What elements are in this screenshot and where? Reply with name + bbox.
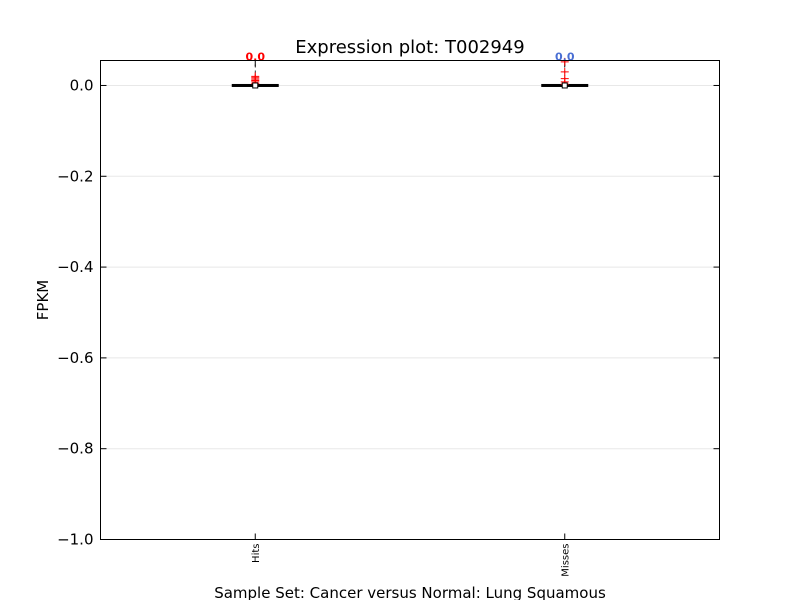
y-tick-label: −0.2 <box>57 167 93 185</box>
outlier-point <box>251 72 260 81</box>
y-tick-label: −0.6 <box>57 349 93 367</box>
x-axis-label: Sample Set: Cancer versus Normal: Lung S… <box>214 584 606 600</box>
box-misses: 0.0 <box>541 51 589 89</box>
y-tick-label: −0.8 <box>57 440 93 458</box>
outlier-point <box>560 57 569 66</box>
box-hits: 0.0 <box>231 51 279 89</box>
median-annotation: 0.0 <box>555 51 575 64</box>
mean-marker <box>252 82 259 89</box>
y-axis-label: FPKM <box>34 280 52 320</box>
y-tick-label: −0.4 <box>57 258 93 276</box>
median-annotation: 0.0 <box>246 51 266 64</box>
mean-marker <box>561 82 568 89</box>
x-tick-label-misses: Misses <box>560 544 571 577</box>
plot-frame <box>100 60 720 540</box>
y-tick-label: 0.0 <box>70 76 94 94</box>
chart-title: Expression plot: T002949 <box>295 37 524 58</box>
outlier-point <box>560 74 569 83</box>
outlier-point <box>560 67 569 76</box>
y-tick-label: −1.0 <box>57 531 93 549</box>
x-tick-label-hits: Hits <box>251 544 262 563</box>
